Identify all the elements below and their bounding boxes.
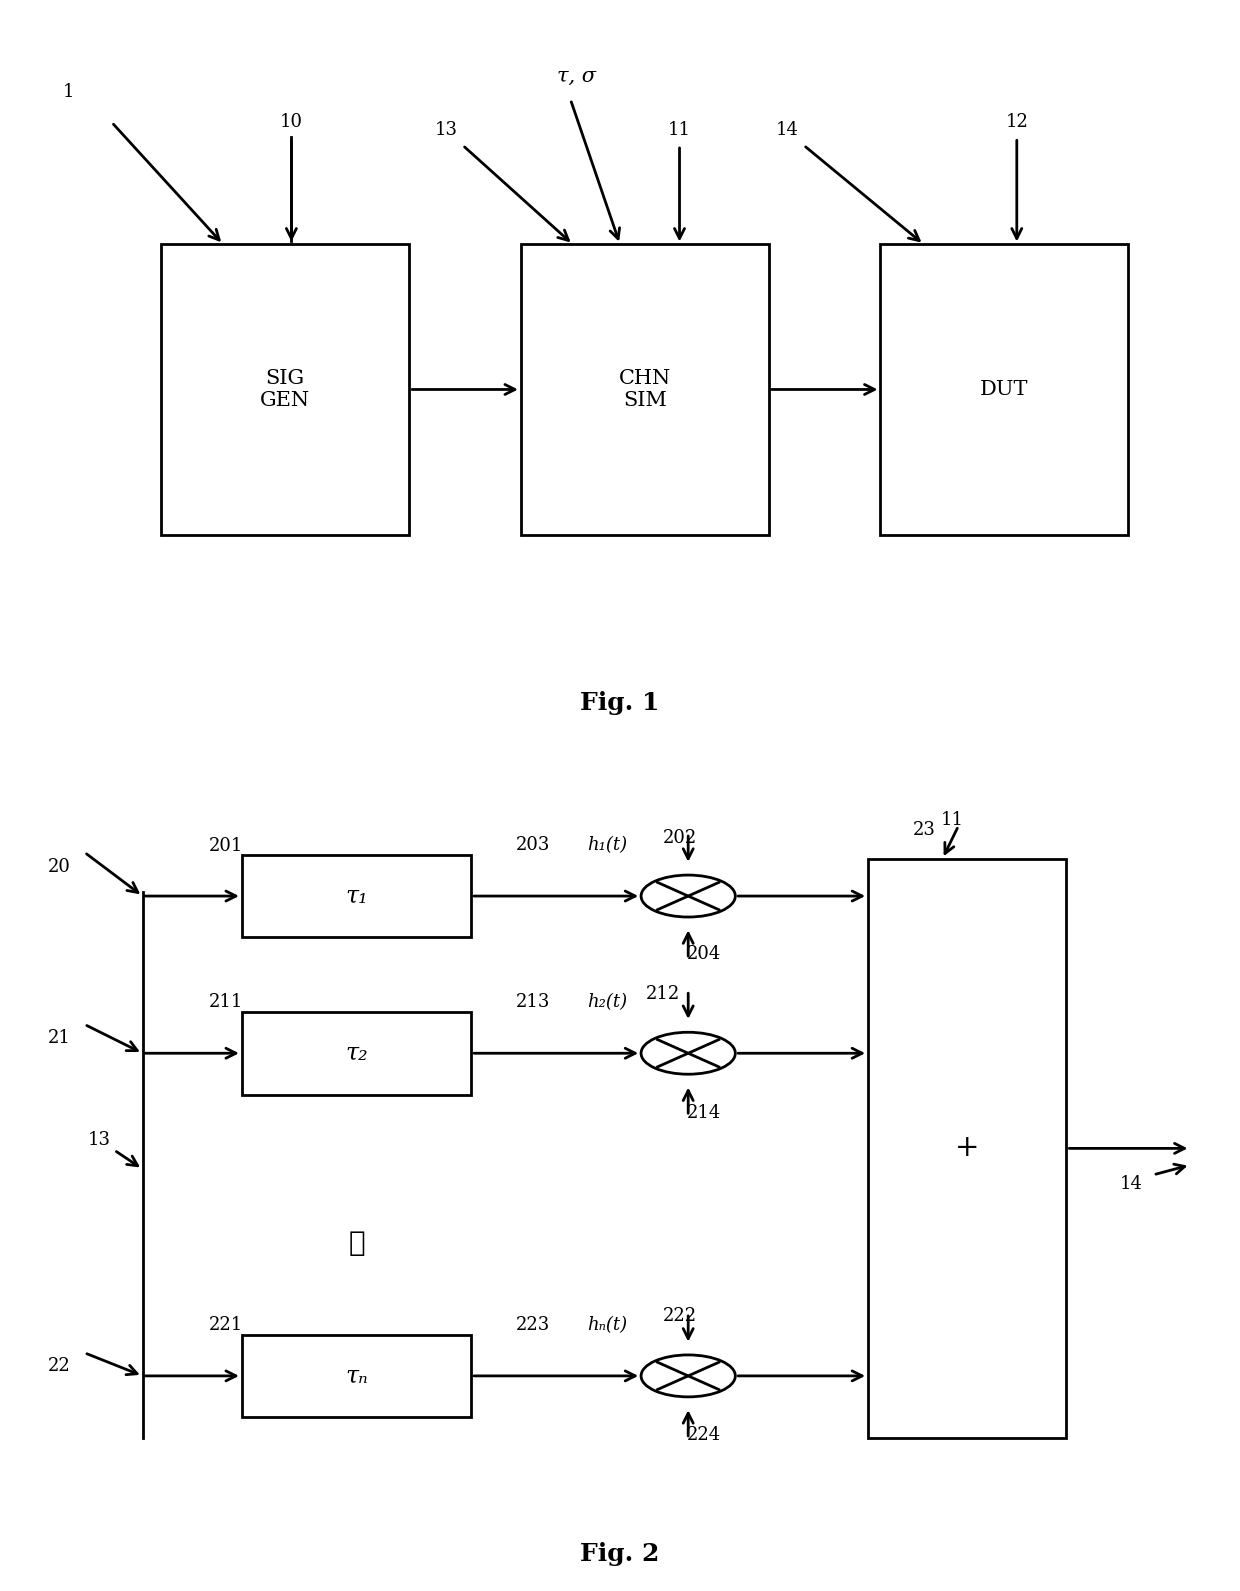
Text: 223: 223 xyxy=(516,1316,551,1333)
Text: 204: 204 xyxy=(687,945,722,963)
Bar xyxy=(161,245,409,535)
Text: 12: 12 xyxy=(1006,113,1028,130)
Bar xyxy=(242,1012,471,1095)
Text: 212: 212 xyxy=(646,985,681,1002)
Text: 10: 10 xyxy=(280,113,303,130)
Text: Fig. 2: Fig. 2 xyxy=(580,1542,660,1566)
Text: τₙ: τₙ xyxy=(345,1365,368,1387)
Text: 201: 201 xyxy=(208,837,243,856)
Ellipse shape xyxy=(641,875,735,916)
Text: 13: 13 xyxy=(88,1131,110,1149)
Text: 1: 1 xyxy=(62,83,74,100)
Text: τ, σ: τ, σ xyxy=(557,67,596,86)
Ellipse shape xyxy=(641,1356,735,1397)
Text: 21: 21 xyxy=(48,1029,71,1047)
Text: 224: 224 xyxy=(687,1427,722,1445)
Bar xyxy=(242,1335,471,1418)
Text: h₂(t): h₂(t) xyxy=(588,993,627,1010)
Text: 11: 11 xyxy=(668,121,691,138)
Text: Fig. 1: Fig. 1 xyxy=(580,690,660,714)
Text: 23: 23 xyxy=(913,821,935,838)
Text: 14: 14 xyxy=(776,121,799,138)
Text: DUT: DUT xyxy=(980,380,1029,399)
Text: 14: 14 xyxy=(1120,1176,1142,1193)
Text: h₁(t): h₁(t) xyxy=(588,835,627,854)
Text: τ₁: τ₁ xyxy=(345,885,368,907)
Bar xyxy=(521,245,769,535)
Ellipse shape xyxy=(641,1033,735,1074)
Text: 214: 214 xyxy=(687,1104,722,1122)
Text: hₙ(t): hₙ(t) xyxy=(588,1316,627,1333)
Text: 13: 13 xyxy=(435,121,458,138)
Text: 203: 203 xyxy=(516,835,551,854)
Bar xyxy=(242,854,471,937)
Text: CHN
SIM: CHN SIM xyxy=(619,369,671,410)
Text: 222: 222 xyxy=(662,1308,697,1325)
Text: τ₂: τ₂ xyxy=(345,1042,368,1064)
Text: 22: 22 xyxy=(48,1357,71,1375)
Text: SIG
GEN: SIG GEN xyxy=(260,369,310,410)
Text: 20: 20 xyxy=(48,858,71,877)
Text: 202: 202 xyxy=(662,829,697,846)
Text: 221: 221 xyxy=(208,1316,243,1333)
Bar xyxy=(880,245,1128,535)
Text: 11: 11 xyxy=(941,811,963,829)
Text: 213: 213 xyxy=(516,993,551,1010)
Text: ⋮: ⋮ xyxy=(348,1230,366,1257)
Text: +: + xyxy=(955,1134,980,1163)
Text: 211: 211 xyxy=(208,993,243,1010)
Bar xyxy=(868,859,1066,1438)
